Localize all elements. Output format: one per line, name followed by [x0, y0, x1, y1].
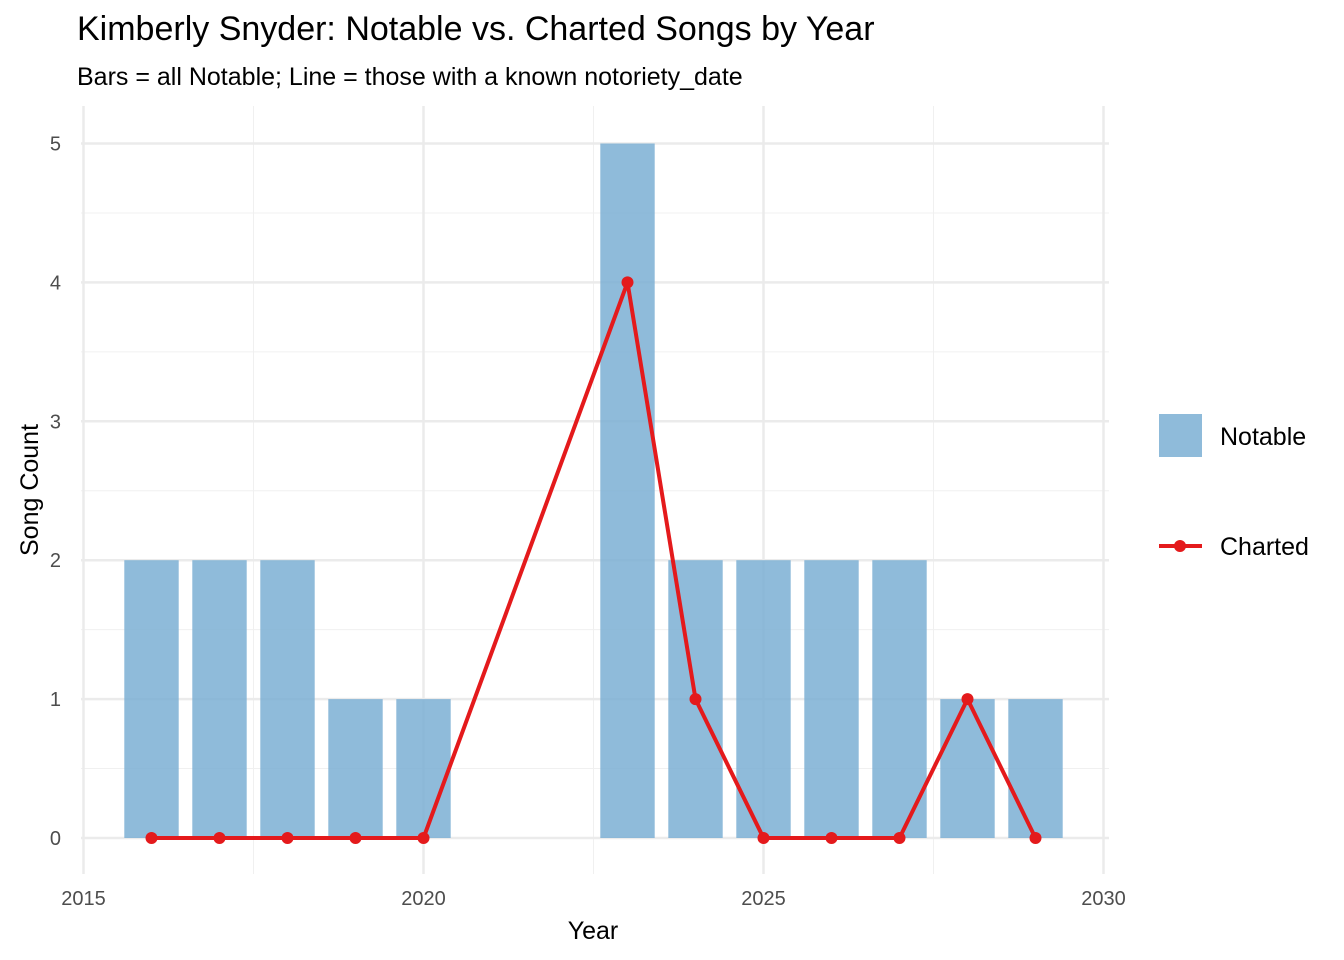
y-tick-label: 4: [50, 272, 61, 294]
point-charted-2018: [281, 832, 294, 844]
point-charted-2017: [213, 832, 226, 844]
point-charted-2028: [961, 693, 974, 706]
bar-notable-2025: [736, 560, 791, 838]
bar-series: [124, 143, 1063, 838]
chart-subtitle: Bars = all Notable; Line = those with a …: [77, 63, 743, 91]
point-charted-2025: [757, 832, 770, 844]
point-charted-2024: [689, 693, 702, 706]
bar-notable-2029: [1008, 699, 1063, 838]
y-tick-label: 3: [50, 411, 61, 433]
line-series: [145, 276, 1042, 844]
y-axis-title: Song Count: [16, 424, 44, 556]
chart-title: Kimberly Snyder: Notable vs. Charted Son…: [77, 10, 875, 48]
point-charted-2026: [825, 832, 838, 844]
x-tick-label: 2020: [401, 888, 446, 910]
point-charted-2027: [893, 832, 906, 844]
bar-notable-2028: [940, 699, 995, 838]
y-tick-label: 0: [50, 828, 61, 850]
y-tick-label: 2: [50, 550, 61, 572]
bar-notable-2018: [260, 560, 315, 838]
x-tick-label: 2030: [1081, 888, 1126, 910]
point-charted-2016: [145, 832, 158, 844]
bar-notable-2017: [192, 560, 247, 838]
bar-notable-2020: [396, 699, 451, 838]
legend-label-notable: Notable: [1220, 423, 1306, 451]
bar-notable-2023: [600, 143, 655, 838]
legend-key-charted-point: [1174, 540, 1186, 552]
point-charted-2020: [417, 832, 430, 844]
bar-notable-2027: [872, 560, 927, 838]
x-tick-label: 2025: [741, 888, 786, 910]
point-charted-2023: [621, 276, 634, 289]
x-tick-label: 2015: [61, 888, 106, 910]
point-charted-2029: [1029, 832, 1042, 844]
point-charted-2019: [349, 832, 362, 844]
bar-notable-2019: [328, 699, 383, 838]
legend: Notable Charted: [1159, 414, 1309, 561]
y-tick-label: 1: [50, 689, 61, 711]
y-tick-label: 5: [50, 134, 61, 156]
bar-notable-2026: [804, 560, 859, 838]
bar-notable-2016: [124, 560, 179, 838]
line-charted: [151, 280, 1038, 840]
axis-labels: 0 1 2 3 4 5 2015 2020 2025 2030: [50, 134, 1126, 911]
legend-label-charted: Charted: [1220, 533, 1309, 561]
x-axis-title: Year: [568, 917, 619, 945]
legend-key-notable: [1159, 414, 1202, 457]
